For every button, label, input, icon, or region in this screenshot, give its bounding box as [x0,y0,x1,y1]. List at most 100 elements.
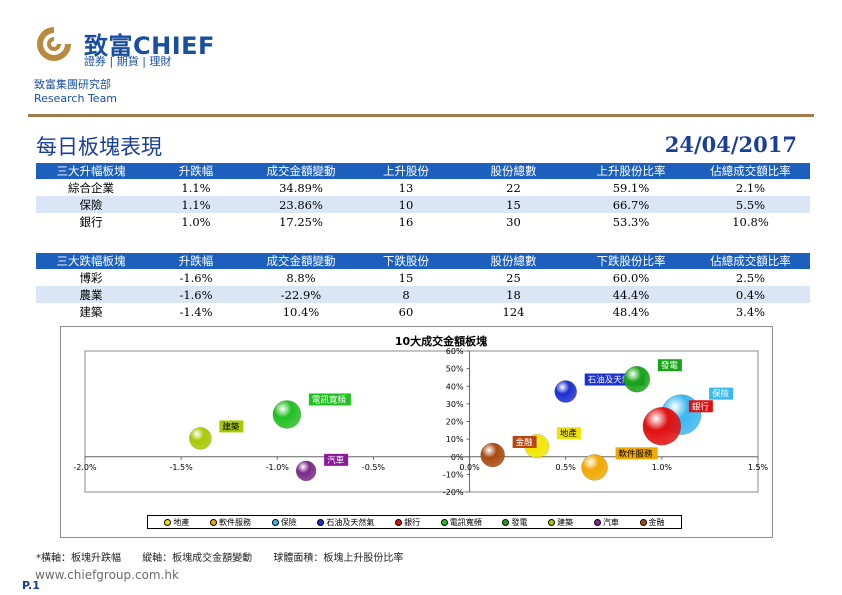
chart-legend: 地產 軟件服務 保險 石油及天然氣 銀行 電訊寬頻 發電 建築 汽車 金融 [147,515,682,529]
x-tick-label: -1.0% [266,463,290,472]
legend-swatch [502,518,510,526]
table-cell: 2.5% [735,270,766,285]
footnote-x-axis: *橫軸：板塊升跌幅 [36,553,121,564]
table-cell: 60.0% [612,270,650,285]
table-cell: 15 [398,270,414,285]
table-cell: 8.8% [286,270,316,285]
chart-title: 10大成交金額板塊 [395,334,487,348]
table-row: 保險 1.1% 23.86% 10 15 66.7% 5.5% [36,196,810,213]
brand-tagline: 證券 | 期貨 | 理財 [84,55,172,68]
x-tick-label: 0.5% [556,463,577,472]
legend-item: 發電 [502,517,527,528]
website-url[interactable]: www.chiefgroup.com.hk [35,568,179,582]
table-cell: -1.6% [146,286,246,303]
table-cell: 10 [356,196,456,213]
table-cell: 124 [502,304,525,319]
table-cell: -22.9% [246,286,356,303]
bubble-8 [295,460,317,482]
table-cell: 59.1% [612,180,650,195]
table-cell: 30 [506,214,521,229]
bubble-chart: -2.0% -1.5% -1.0% -0.5% 0.0% 0.5% 1.0% 1.5% -20%… [60,326,773,538]
table-cell: -1.6% [179,270,213,285]
table-cell: 1.1% [181,180,211,195]
report-date: 24/04/2017 [664,132,797,157]
header-divider [28,114,814,117]
legend-label: 銀行 [404,517,421,527]
bubble-label: 銀行 [692,401,710,412]
footnote-bubble: 球體面積：板塊上升股份比率 [273,553,404,564]
legend-swatch [639,518,647,526]
brand-name: 致富CHIEF [84,32,215,60]
table-cell: 23.86% [246,196,356,213]
column-header: 升跌幅 [146,253,246,269]
bubble-label-bg [615,447,658,460]
table-cell: 34.89% [279,180,323,195]
table-cell: 1.0% [181,214,211,229]
legend-swatch [548,518,556,526]
table-cell: 農業 [36,286,146,303]
legend-swatch [210,518,218,526]
legend-item: 建築 [548,517,573,528]
column-header: 下跌股份比率 [571,253,691,269]
bubble-label-bg [324,453,349,466]
column-header: 三大跌幅板塊 [36,253,146,269]
column-header: 升跌幅 [146,163,246,179]
table-cell: 8 [356,286,456,303]
table-cell: 5.5% [691,196,810,213]
table-cell: 綜合企業 [68,180,114,195]
x-tick-label: 1.5% [748,463,769,472]
bubble-label-bg [709,387,734,400]
x-tick-label: -2.0% [73,463,97,472]
bubble-label-bg [657,359,682,372]
table-cell: 18 [456,286,571,303]
table-cell: 博彩 [79,270,103,285]
y-tick-label: -20% [443,488,464,497]
table-cell: 53.3% [612,214,650,229]
chart-footnote: *橫軸：板塊升跌幅 縱軸：板塊成交金額變動 球體面積：板塊上升股份比率 [36,549,421,564]
table-cell: 2.1% [735,180,766,195]
legend-label: 石油及天然氣 [326,517,375,527]
legend-item: 金融 [639,517,665,528]
page-title: 每日板塊表現 [36,135,162,159]
table-cell: 建築 [79,304,103,319]
bubble-chart-canvas: -2.0% -1.5% -1.0% -0.5% 0.0% 0.5% 1.0% 1.5% -20%… [73,334,769,497]
footnote-y-axis: 縱軸：板塊成交金額變動 [142,553,253,564]
legend-label: 地產 [173,517,190,527]
dept-en: Research Team [34,92,118,105]
table-row: 銀行 1.0% 17.25% 16 30 53.3% 10.8% [36,213,810,230]
table-header-row: 三大升幅板塊 升跌幅 成交金額變動 上升股份 股份總數 上升股份比率 佔總成交額… [36,163,810,179]
bubble-label-bg [308,393,351,406]
bubble-label: 保險 [712,389,730,400]
plot-area [84,350,759,493]
table-cell: 44.4% [571,286,691,303]
legend-swatch [271,518,279,526]
y-tick-label: 40% [446,382,464,391]
bubble-label-bg [219,420,244,433]
bubble-label: 建築 [222,421,240,432]
legend-label: 發電 [511,517,528,527]
legend-swatch [395,518,403,526]
table-cell: 25 [506,270,521,285]
y-tick-label: 0% [451,453,464,462]
bubble-5 [272,400,302,429]
table-cell: 15 [456,196,571,213]
y-tick-label: -10% [443,470,464,479]
brand-logo: 致富CHIEF 證券 | 期貨 | 理財 [34,22,254,72]
bubble-label: 地產 [560,428,578,439]
legend-swatch [317,518,325,526]
legend-item: 軟件服務 [210,517,251,528]
table-cell: -1.4% [179,304,213,319]
legend-item: 地產 [164,517,189,528]
table-cell: 保險 [36,196,146,213]
column-header: 上升股份 [356,163,456,179]
chief-logo-icon [37,27,71,61]
column-header: 上升股份比率 [571,163,691,179]
bubble-label: 電訊寬頻 [312,394,347,405]
table-header-row: 三大跌幅板塊 升跌幅 成交金額變動 下跌股份 股份總數 下跌股份比率 佔總成交額… [36,253,810,269]
column-header: 股份總數 [456,253,571,269]
table-row: 農業 -1.6% -22.9% 8 18 44.4% 0.4% [36,286,810,303]
bubble-7 [189,427,212,450]
bubble-label: 軟件服務 [619,448,654,459]
bubble-label-bg [688,400,713,413]
legend-label: 建築 [557,517,574,527]
